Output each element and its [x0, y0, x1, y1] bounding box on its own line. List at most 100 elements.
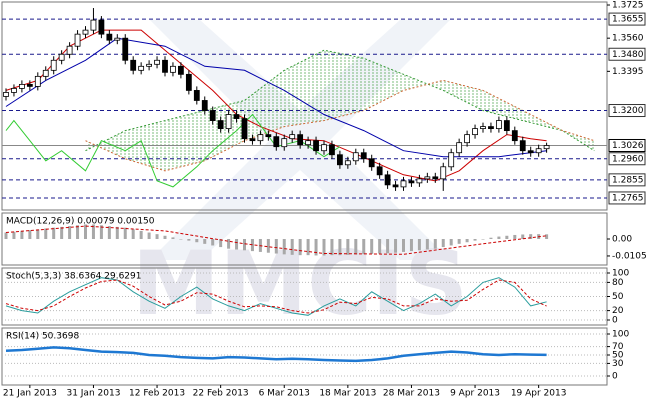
- y-tick-label: 1.3725: [612, 1, 644, 11]
- level-label: 1.2765: [612, 193, 644, 203]
- candle-body: [392, 184, 399, 188]
- last-price-label: 1.3026: [612, 141, 644, 151]
- candle-body: [58, 53, 65, 61]
- indicator-line: [5, 346, 547, 363]
- histogram-bar: [44, 228, 48, 239]
- candle-body: [321, 144, 327, 152]
- candle-body: [209, 110, 216, 121]
- histogram-bar: [362, 239, 366, 255]
- histogram-bar: [195, 239, 199, 243]
- candle-body: [281, 138, 288, 148]
- candle-body: [225, 114, 232, 130]
- candle-body: [416, 178, 423, 184]
- candle-body: [488, 126, 494, 130]
- level-label: 1.3200: [612, 106, 644, 116]
- panel-title: RSI(14) 50.3698: [6, 332, 79, 342]
- histogram-bar: [211, 239, 215, 246]
- level-label: 1.2960: [612, 154, 644, 164]
- x-tick-label: 19 Apr 2013: [511, 389, 567, 399]
- histogram-bar: [91, 224, 95, 239]
- indicator-line: [5, 225, 547, 255]
- candle-body: [519, 140, 526, 152]
- level-box: [608, 152, 646, 166]
- histogram-bar: [473, 239, 477, 241]
- histogram-bar: [441, 239, 445, 248]
- histogram-bar: [131, 229, 135, 239]
- candle-body: [130, 59, 137, 71]
- histogram-bar: [417, 239, 421, 251]
- histogram-bar: [227, 239, 231, 249]
- level-box: [608, 104, 646, 118]
- candle-body: [511, 130, 518, 142]
- y-tick-label: 50: [612, 292, 624, 302]
- candle-body: [138, 65, 145, 71]
- histogram-bar: [521, 234, 525, 239]
- histogram-bar: [481, 239, 485, 240]
- candle-body: [201, 100, 208, 111]
- histogram-bar: [68, 226, 72, 239]
- histogram-bar: [274, 239, 278, 254]
- histogram-bar: [219, 239, 223, 248]
- histogram-bar: [266, 239, 270, 253]
- histogram-bar: [139, 230, 143, 239]
- histogram-bar: [107, 226, 111, 239]
- histogram-bar: [171, 237, 175, 239]
- y-tick-label: 1.3560: [612, 34, 644, 44]
- histogram-bar: [28, 230, 32, 239]
- histogram-bar: [123, 227, 127, 239]
- histogram-bar: [84, 224, 87, 239]
- candle-body: [170, 65, 176, 73]
- candle-body: [464, 134, 471, 144]
- histogram-bar: [449, 239, 453, 246]
- cloud-span: [85, 79, 595, 172]
- x-tick-label: 12 Feb 2013: [129, 389, 185, 399]
- histogram-bar: [60, 226, 64, 239]
- y-tick-label: 30: [612, 359, 624, 369]
- level-label: 1.3480: [612, 50, 644, 60]
- histogram-bar: [298, 239, 302, 256]
- candle-body: [480, 126, 486, 130]
- level-box: [608, 47, 646, 61]
- y-tick-label: 50: [612, 351, 624, 361]
- candle-body: [233, 114, 240, 119]
- histogram-bar: [155, 234, 159, 239]
- candle-body: [106, 33, 113, 41]
- indicator-line: [5, 279, 547, 314]
- y-tick-label: 100: [612, 268, 629, 278]
- candle-body: [297, 134, 304, 146]
- histogram-bar: [386, 239, 390, 254]
- y-tick-label: 1.3395: [612, 67, 644, 77]
- candle-body: [408, 180, 415, 184]
- histogram-bar: [20, 230, 24, 239]
- histogram-bar: [99, 225, 103, 239]
- histogram-bar: [433, 239, 437, 249]
- candle-body: [26, 83, 33, 87]
- histogram-bar: [394, 239, 398, 253]
- level-box: [608, 12, 646, 26]
- histogram-bar: [52, 227, 56, 239]
- histogram-bar: [115, 226, 119, 239]
- candle-body: [503, 120, 510, 132]
- histogram-bar: [402, 239, 405, 252]
- candle-body: [336, 154, 343, 166]
- candle-body: [90, 19, 97, 31]
- candle-body: [384, 174, 391, 186]
- candle-body: [146, 63, 153, 67]
- candle-body: [241, 118, 248, 140]
- histogram-bar: [306, 239, 310, 256]
- histogram-bar: [425, 239, 429, 250]
- histogram-bar: [346, 239, 350, 255]
- y-tick-label: 80: [612, 278, 624, 288]
- histogram-bar: [354, 239, 358, 255]
- candle-body: [535, 148, 542, 154]
- candle-body: [185, 73, 192, 91]
- candle-body: [289, 134, 296, 140]
- candle-body: [114, 37, 121, 41]
- candle-body: [329, 144, 335, 156]
- candle-body: [400, 180, 407, 188]
- x-tick-label: 18 Mar 2013: [319, 389, 376, 399]
- candle-body: [3, 92, 9, 97]
- level-label: 1.3655: [612, 15, 644, 25]
- histogram-bar: [370, 239, 374, 254]
- histogram-bar: [489, 237, 493, 239]
